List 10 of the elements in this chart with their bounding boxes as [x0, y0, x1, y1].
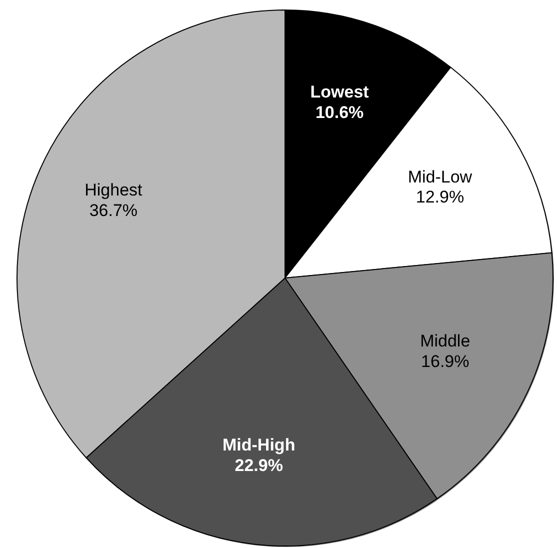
slice-label: Lowest [310, 82, 370, 102]
data-label: 16.9% [421, 352, 470, 372]
data-label: 36.7% [89, 201, 138, 220]
slice-label: Middle [420, 332, 470, 351]
data-label: 22.9% [234, 456, 283, 476]
slice-label: Highest [84, 180, 143, 200]
slice-label: Mid-High [222, 436, 296, 455]
slice-label: Mid-Low [408, 167, 473, 186]
data-label: 12.9% [416, 188, 464, 207]
data-label: 10.6% [315, 102, 364, 122]
